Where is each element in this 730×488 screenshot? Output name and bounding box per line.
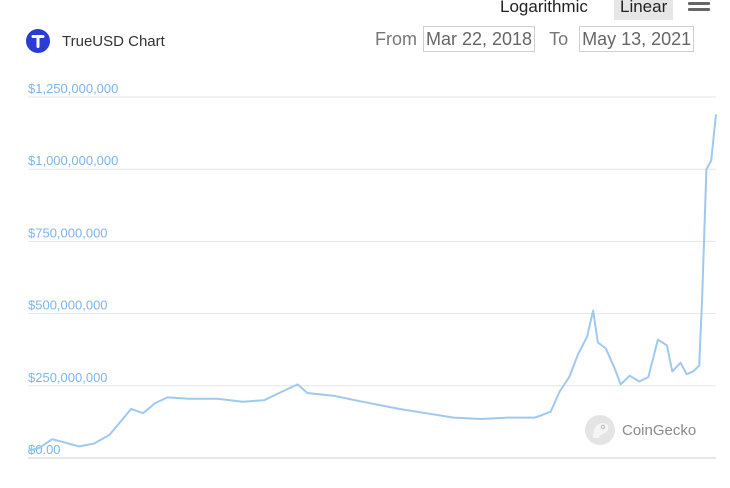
logarithmic-scale-button[interactable]: Logarithmic <box>500 0 588 16</box>
linear-scale-button[interactable]: Linear <box>614 0 674 20</box>
coingecko-logo-icon <box>585 415 615 445</box>
series-line[interactable] <box>27 114 717 452</box>
watermark-text: CoinGecko <box>622 421 697 439</box>
y-tick-label: $1,250,000,000 <box>28 81 118 96</box>
y-tick-label: $1,000,000,000 <box>28 153 118 168</box>
to-label: To <box>549 28 569 49</box>
chart-title: TrueUSD Chart <box>62 32 165 50</box>
hamburger-menu-icon[interactable] <box>688 0 710 12</box>
y-tick-label: $0.00 <box>28 442 61 457</box>
date-range: From Mar 22, 2018 To May 13, 2021 <box>375 26 695 52</box>
y-tick-label: $500,000,000 <box>28 298 108 313</box>
to-date-input[interactable]: May 13, 2021 <box>579 26 695 52</box>
y-tick-label: $250,000,000 <box>28 370 108 385</box>
from-date-input[interactable]: Mar 22, 2018 <box>423 26 536 52</box>
chart-header: TrueUSD Chart <box>26 29 165 53</box>
from-label: From <box>375 28 417 49</box>
trueusd-logo-icon <box>26 29 50 53</box>
chart-toolbar: Logarithmic Linear <box>0 0 730 24</box>
coingecko-watermark: CoinGecko <box>584 414 696 446</box>
y-tick-label: $750,000,000 <box>28 225 108 240</box>
